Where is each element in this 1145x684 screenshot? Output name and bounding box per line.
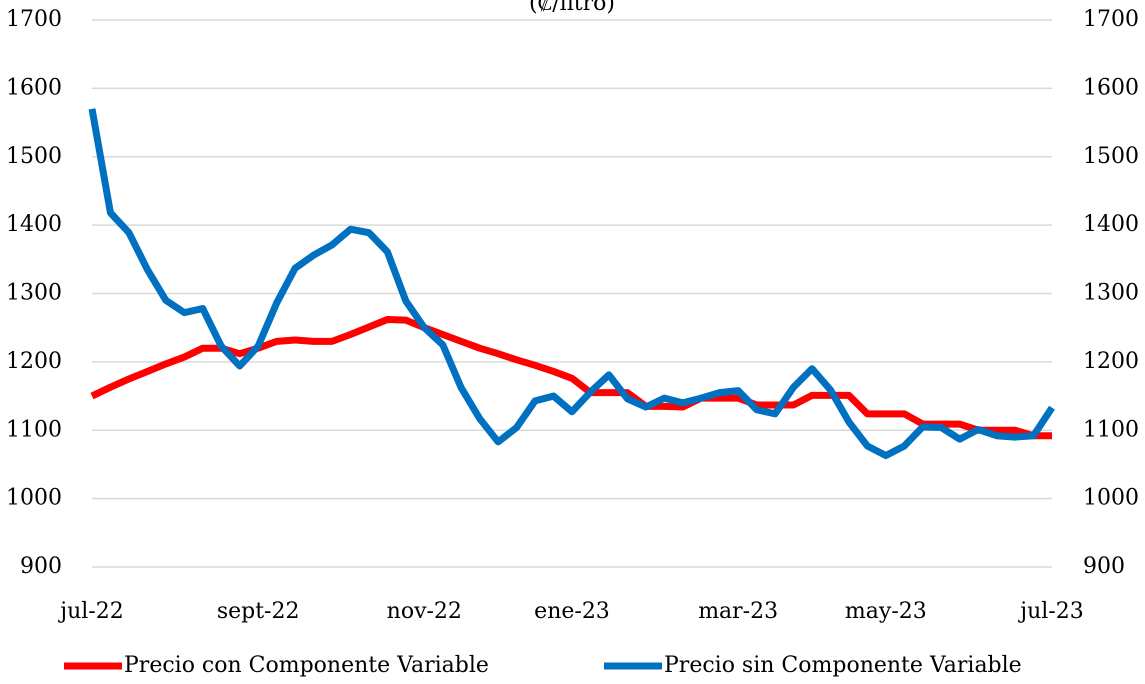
y2-tick-label: 1600 <box>1083 75 1139 100</box>
data-line <box>90 315 1052 440</box>
x-tick-label: may-23 <box>845 599 927 624</box>
y2-tick-label: 1000 <box>1083 486 1139 511</box>
x-tick-label: jul-22 <box>57 599 123 624</box>
data-line <box>88 108 1055 460</box>
y-tick-label: 1000 <box>6 486 62 511</box>
legend-label: Precio sin Componente Variable <box>664 653 1022 678</box>
x-tick-label: jul-23 <box>1017 599 1083 624</box>
y2-tick-label: 1400 <box>1083 212 1139 237</box>
y2-tick-label: 900 <box>1083 554 1125 579</box>
y2-tick-label: 1500 <box>1083 144 1139 169</box>
chart-title: (₡/litro) <box>529 0 615 16</box>
y-tick-label: 1300 <box>6 281 62 306</box>
legend-label: Precio con Componente Variable <box>124 653 489 678</box>
y-tick-label: 1500 <box>6 144 62 169</box>
y2-tick-label: 1100 <box>1083 417 1139 442</box>
y-tick-label: 900 <box>20 554 62 579</box>
x-tick-label: nov-22 <box>387 599 462 624</box>
x-tick-label: sept-22 <box>217 599 300 624</box>
y-tick-label: 1200 <box>6 349 62 374</box>
y-tick-label: 1600 <box>6 75 62 100</box>
y2-tick-label: 1200 <box>1083 349 1139 374</box>
y-tick-label: 1700 <box>6 7 62 32</box>
x-tick-label: ene-23 <box>534 599 610 624</box>
y2-tick-label: 1300 <box>1083 281 1139 306</box>
y-tick-label: 1100 <box>6 417 62 442</box>
y2-tick-label: 1700 <box>1083 7 1139 32</box>
y-tick-label: 1400 <box>6 212 62 237</box>
x-tick-label: mar-23 <box>698 599 778 624</box>
